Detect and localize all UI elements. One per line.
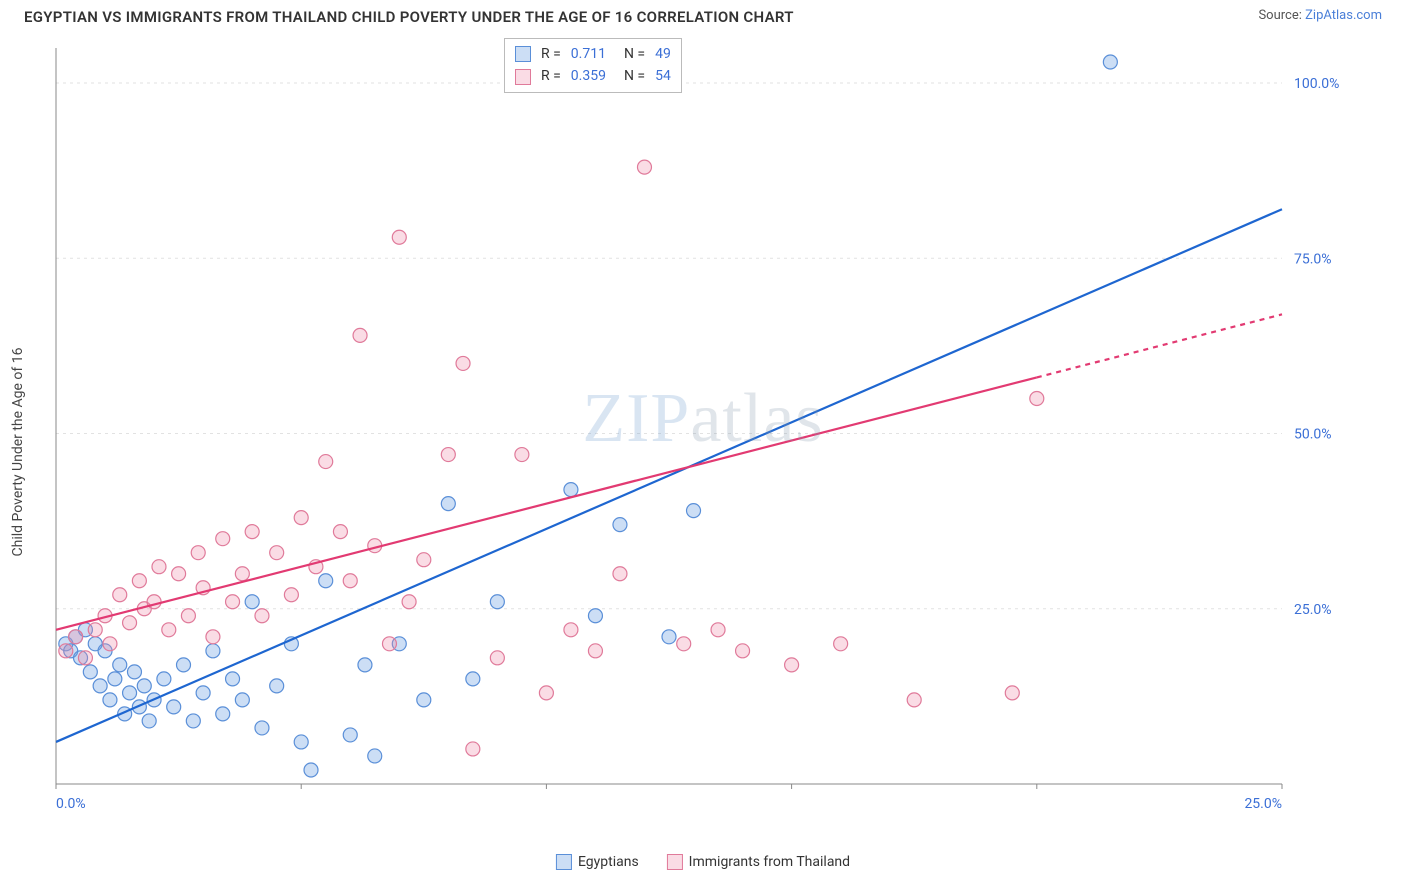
svg-text:75.0%: 75.0% xyxy=(1294,251,1332,267)
scatter-plot: 0.0% 25.0% 25.0% 50.0% 75.0% 100.0% xyxy=(24,36,1354,826)
source-label: Source: xyxy=(1258,8,1301,23)
chart-area: Child Poverty Under the Age of 16 0.0%25… xyxy=(24,36,1382,868)
chart-title: EGYPTIAN VS IMMIGRANTS FROM THAILAND CHI… xyxy=(24,8,794,26)
svg-text:50.0%: 50.0% xyxy=(1294,427,1332,443)
svg-text:100.0%: 100.0% xyxy=(1294,76,1339,92)
y-axis-label: Child Poverty Under the Age of 16 xyxy=(10,348,26,557)
corr-row-thailand: R =0.359N =54 xyxy=(515,65,671,87)
swatch-egyptians xyxy=(556,854,572,870)
legend-label-egyptians: Egyptians xyxy=(578,854,639,870)
svg-text:25.0%: 25.0% xyxy=(1244,796,1282,812)
legend: Egyptians Immigrants from Thailand xyxy=(556,854,850,870)
corr-row-egyptians: R =0.711N =49 xyxy=(515,43,671,65)
legend-item-egyptians: Egyptians xyxy=(556,854,639,870)
svg-text:0.0%: 0.0% xyxy=(56,796,86,812)
source-attr: Source: ZipAtlas.com xyxy=(1258,8,1382,23)
source-link[interactable]: ZipAtlas.com xyxy=(1305,8,1382,23)
swatch-thailand xyxy=(667,854,683,870)
legend-item-thailand: Immigrants from Thailand xyxy=(667,854,850,870)
svg-text:25.0%: 25.0% xyxy=(1294,602,1332,618)
legend-label-thailand: Immigrants from Thailand xyxy=(689,854,850,870)
correlation-legend: R =0.711N =49R =0.359N =54 xyxy=(504,38,682,93)
